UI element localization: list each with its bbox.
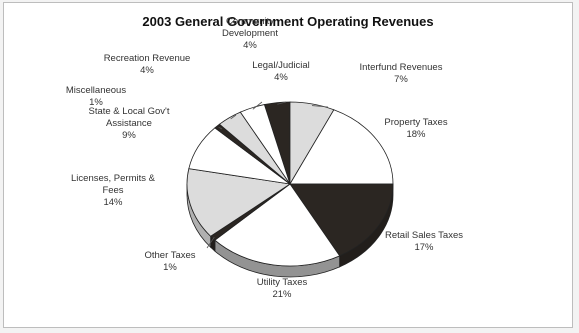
pie-slice-2 (289, 109, 394, 185)
slice-name: Fees (102, 185, 123, 196)
slice-percent: 9% (122, 130, 136, 141)
slice-percent: 18% (406, 129, 426, 140)
slice-percent: 1% (89, 97, 103, 108)
slice-percent: 14% (103, 197, 123, 208)
pie-slice-6 (186, 168, 292, 237)
pie-slice-10 (239, 104, 291, 185)
slice-percent: 4% (274, 72, 288, 83)
pie-chart: 2003 General Government Operating Revenu… (66, 14, 463, 300)
slice-name: Interfund Revenues (360, 62, 443, 73)
slice-labels: Legal/Judicial 4%Interfund Revenues 7%Prop… (66, 16, 463, 300)
pie-slices (186, 101, 394, 267)
slice-percent: 1% (163, 262, 177, 273)
slice-label-10: Community Development 4% (222, 16, 278, 51)
slice-label-3: Retail Sales Taxes 17% (385, 230, 463, 253)
slice-label-9: Recreation Revenue 4% (104, 53, 191, 76)
leader-lines (206, 101, 329, 249)
slice-label-2: Property Taxes 18% (384, 117, 447, 140)
leader-line-10 (252, 101, 263, 110)
slice-name: Property Taxes (384, 117, 447, 128)
slice-name: Utility Taxes (257, 277, 308, 288)
slice-label-1: Interfund Revenues 7% (360, 62, 443, 85)
slice-percent: 21% (272, 289, 292, 300)
slice-name: Legal/Judicial (252, 60, 310, 71)
leader-line-5 (206, 236, 215, 249)
pie-slice-4 (214, 183, 341, 267)
leader-line-9 (230, 114, 237, 120)
slice-name: Recreation Revenue (104, 53, 191, 64)
slice-label-7: State & Local Gov't Assistance 9% (88, 106, 169, 141)
slice-name: Licenses, Permits & (71, 173, 156, 184)
slice-name: Retail Sales Taxes (385, 230, 463, 241)
slice-label-4: Utility Taxes 21% (257, 277, 308, 300)
slice-name: Miscellaneous (66, 85, 126, 96)
slice-name: Development (222, 28, 278, 39)
slice-percent: 4% (243, 40, 257, 51)
chart-title: 2003 General Government Operating Revenu… (142, 14, 433, 29)
pie-slice-3 (289, 183, 394, 257)
slice-label-8: Miscellaneous 1% (66, 85, 126, 108)
slice-label-6: Licenses, Permits & Fees 14% (71, 173, 156, 208)
slice-label-0: Legal/Judicial 4% (252, 60, 310, 83)
leader-line-8 (218, 126, 223, 130)
slice-name: State & Local Gov't (88, 106, 169, 117)
leader-line-1 (311, 105, 329, 108)
slice-percent: 7% (394, 74, 408, 85)
slice-name: Other Taxes (144, 250, 195, 261)
slice-name: Assistance (106, 118, 152, 129)
chart-frame: 2003 General Government Operating Revenu… (3, 2, 573, 328)
slice-percent: 17% (414, 242, 434, 253)
slice-label-5: Other Taxes 1% (144, 250, 195, 273)
slice-name: Community (226, 16, 274, 27)
leader-line-0 (277, 101, 287, 105)
slice-percent: 4% (140, 65, 154, 76)
